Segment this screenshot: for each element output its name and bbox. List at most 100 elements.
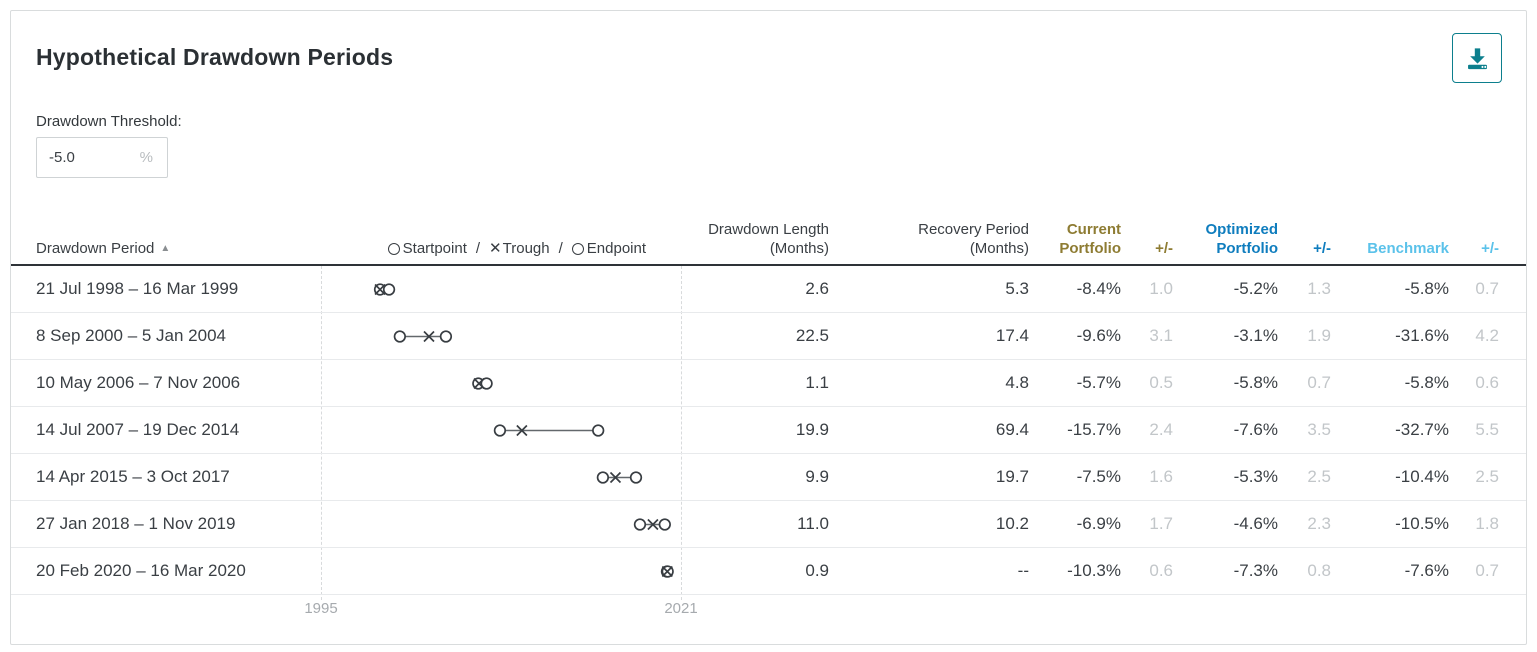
download-button[interactable] bbox=[1452, 33, 1502, 83]
table-body: 21 Jul 1998 – 16 Mar 1999 2.6 5.3 -8.4% … bbox=[11, 266, 1526, 595]
recovery-period-cell: 5.3 bbox=[1005, 279, 1029, 298]
benchmark-cell: -10.5% bbox=[1395, 514, 1449, 533]
recovery-period-cell: 69.4 bbox=[995, 420, 1029, 439]
table-row: 27 Jan 2018 – 1 Nov 2019 11.0 10.2 -6.9%… bbox=[11, 501, 1526, 548]
trough-marker bbox=[473, 377, 485, 389]
benchmark-diff-cell: 5.5 bbox=[1475, 420, 1499, 439]
recovery-period-cell: 4.8 bbox=[1005, 373, 1029, 392]
drawdown-timeline-cell bbox=[311, 454, 701, 501]
sort-ascending-icon: ▲ bbox=[160, 243, 171, 254]
gridline-1995 bbox=[321, 266, 322, 600]
optimized-portfolio-cell: -4.6% bbox=[1233, 514, 1278, 533]
startpoint-marker bbox=[493, 423, 507, 437]
optimized-diff-cell: 0.7 bbox=[1307, 373, 1331, 392]
current-diff-cell: 0.5 bbox=[1149, 373, 1173, 392]
startpoint-marker bbox=[393, 329, 406, 343]
drawdown-timeline-cell bbox=[311, 360, 701, 407]
recovery-period-cell: 10.2 bbox=[995, 514, 1029, 533]
benchmark-cell: -5.8% bbox=[1404, 279, 1449, 298]
drawdown-timeline bbox=[633, 517, 671, 531]
page-title: Hypothetical Drawdown Periods bbox=[36, 44, 394, 70]
drawdown-periods-card: Hypothetical Drawdown Periods Drawdown T… bbox=[10, 10, 1527, 645]
drawdown-timeline-cell bbox=[311, 501, 701, 548]
table-row: 14 Jul 2007 – 19 Dec 2014 19.9 69.4 -15.… bbox=[11, 407, 1526, 454]
drawdown-timeline bbox=[393, 329, 453, 343]
column-header-benchmark: Benchmark bbox=[1367, 240, 1449, 257]
benchmark-cell: -32.7% bbox=[1395, 420, 1449, 439]
drawdown-length-cell: 11.0 bbox=[797, 514, 829, 533]
trough-marker bbox=[374, 283, 386, 295]
recovery-period-cell: -- bbox=[1017, 561, 1029, 580]
benchmark-cell: -31.6% bbox=[1395, 326, 1449, 345]
axis-tick-2021: 2021 bbox=[664, 600, 698, 617]
trough-marker bbox=[516, 424, 528, 436]
legend-separator: / bbox=[558, 240, 563, 257]
threshold-unit: % bbox=[139, 149, 153, 166]
startpoint-marker bbox=[633, 517, 647, 531]
endpoint-marker bbox=[658, 517, 671, 531]
current-diff-cell: 0.6 bbox=[1149, 561, 1173, 580]
drawdown-threshold-input[interactable] bbox=[49, 149, 140, 166]
drawdown-timeline bbox=[660, 564, 674, 578]
optimized-diff-cell: 1.9 bbox=[1307, 326, 1331, 345]
trough-marker bbox=[647, 518, 659, 530]
download-icon bbox=[1464, 45, 1491, 72]
current-portfolio-cell: -10.3% bbox=[1067, 561, 1121, 580]
timeline-legend: Startpoint / ✕ Trough / Endpoint bbox=[311, 239, 701, 258]
drawdown-length-cell: 9.9 bbox=[805, 467, 829, 486]
recovery-period-cell: 17.4 bbox=[995, 326, 1029, 345]
endpoint-icon bbox=[571, 242, 584, 255]
drawdown-timeline bbox=[596, 470, 643, 484]
column-header-optimized-diff: +/- bbox=[1313, 240, 1331, 257]
drawdown-length-cell: 19.9 bbox=[795, 420, 829, 439]
benchmark-cell: -10.4% bbox=[1395, 467, 1449, 486]
optimized-portfolio-cell: -7.6% bbox=[1233, 420, 1278, 439]
table-row: 21 Jul 1998 – 16 Mar 1999 2.6 5.3 -8.4% … bbox=[11, 266, 1526, 313]
endpoint-marker bbox=[439, 329, 453, 343]
drawdown-timeline-cell bbox=[311, 313, 701, 360]
drawdown-period-cell: 14 Jul 2007 – 19 Dec 2014 bbox=[36, 420, 240, 439]
endpoint-marker bbox=[592, 423, 605, 437]
column-header-benchmark-diff: +/- bbox=[1481, 240, 1499, 257]
drawdown-length-cell: 22.5 bbox=[795, 326, 829, 345]
legend-trough-label: Trough bbox=[502, 240, 550, 257]
drawdown-period-cell: 21 Jul 1998 – 16 Mar 1999 bbox=[36, 279, 239, 298]
current-diff-cell: 1.6 bbox=[1149, 467, 1173, 486]
optimized-portfolio-cell: -3.1% bbox=[1233, 326, 1278, 345]
legend-startpoint-label: Startpoint bbox=[402, 240, 467, 257]
trough-marker bbox=[423, 330, 435, 342]
benchmark-cell: -5.8% bbox=[1404, 373, 1449, 392]
column-header-recovery-period: Recovery Period (Months) bbox=[918, 221, 1029, 257]
current-portfolio-cell: -6.9% bbox=[1076, 514, 1121, 533]
optimized-diff-cell: 0.8 bbox=[1307, 561, 1331, 580]
optimized-diff-cell: 3.5 bbox=[1307, 420, 1331, 439]
drawdown-table: Drawdown Period ▲ Startpoint / ✕ Trough / Endp… bbox=[11, 214, 1526, 621]
axis-tick-1995: 1995 bbox=[304, 600, 338, 617]
current-diff-cell: 1.7 bbox=[1149, 514, 1173, 533]
trough-x-icon: ✕ bbox=[489, 240, 502, 257]
optimized-portfolio-cell: -5.8% bbox=[1233, 373, 1278, 392]
optimized-diff-cell: 1.3 bbox=[1307, 279, 1331, 298]
optimized-diff-cell: 2.3 bbox=[1307, 514, 1331, 533]
drawdown-timeline bbox=[472, 376, 493, 390]
table-row: 20 Feb 2020 – 16 Mar 2020 0.9 -- -10.3% … bbox=[11, 548, 1526, 595]
drawdown-period-cell: 27 Jan 2018 – 1 Nov 2019 bbox=[36, 514, 236, 533]
current-portfolio-cell: -5.7% bbox=[1076, 373, 1121, 392]
benchmark-diff-cell: 1.8 bbox=[1475, 514, 1499, 533]
gridline-2021 bbox=[681, 266, 682, 600]
current-diff-cell: 3.1 bbox=[1149, 326, 1173, 345]
column-header-drawdown-length: Drawdown Length (Months) bbox=[708, 221, 829, 257]
column-header-optimized-portfolio: Optimized Portfolio bbox=[1205, 221, 1278, 257]
endpoint-marker bbox=[480, 376, 493, 390]
recovery-period-cell: 19.7 bbox=[995, 467, 1029, 486]
optimized-portfolio-cell: -5.3% bbox=[1233, 467, 1278, 486]
trough-marker bbox=[609, 471, 622, 483]
drawdown-period-cell: 20 Feb 2020 – 16 Mar 2020 bbox=[36, 561, 246, 580]
current-portfolio-cell: -8.4% bbox=[1076, 279, 1121, 298]
benchmark-diff-cell: 0.6 bbox=[1475, 373, 1499, 392]
drawdown-length-cell: 2.6 bbox=[805, 279, 829, 298]
timeline-axis: 1995 2021 bbox=[11, 595, 1526, 621]
current-diff-cell: 2.4 bbox=[1149, 420, 1173, 439]
column-header-drawdown-period[interactable]: Drawdown Period ▲ bbox=[36, 240, 171, 257]
benchmark-diff-cell: 0.7 bbox=[1475, 561, 1499, 580]
